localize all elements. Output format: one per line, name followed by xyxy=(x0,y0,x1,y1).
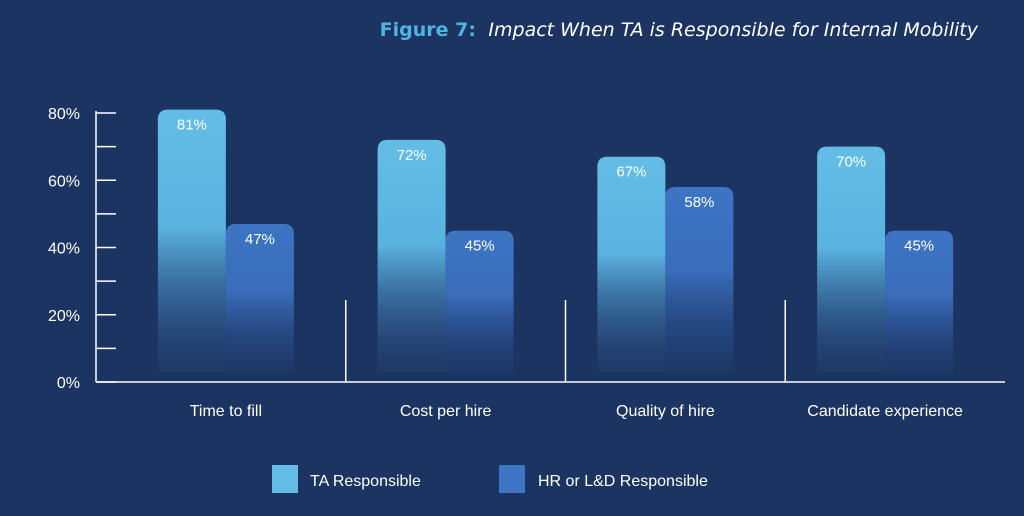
y-tick-label: 60% xyxy=(48,173,80,190)
axis-layer: 0% 20% 40% 60% 80% xyxy=(48,106,1005,392)
bars-layer xyxy=(157,109,954,372)
bar-ta-0 xyxy=(157,109,226,372)
legend: TA Responsible HR or L&D Responsible xyxy=(272,465,708,493)
data-label-ta-3: 70% xyxy=(836,154,866,171)
bar-hr-1 xyxy=(445,230,514,372)
x-tick-label: Candidate experience xyxy=(807,403,963,420)
legend-label-ta: TA Responsible xyxy=(310,473,421,490)
data-label-ta-2: 67% xyxy=(616,164,646,181)
y-tick-label: 80% xyxy=(48,106,80,123)
legend-swatch-hr xyxy=(499,465,525,493)
chart-title-main: Impact When TA is Responsible for Intern… xyxy=(488,19,978,41)
data-label-hr-2: 58% xyxy=(684,194,714,211)
bar-ta-1 xyxy=(377,139,446,372)
chart-title-prefix: Figure 7: xyxy=(380,19,476,41)
x-tick-label: Cost per hire xyxy=(400,403,492,420)
bar-hr-3 xyxy=(885,230,954,372)
data-label-hr-1: 45% xyxy=(465,238,495,255)
data-label-hr-3: 45% xyxy=(904,238,934,255)
bar-ta-3 xyxy=(817,146,886,372)
y-tick-label: 20% xyxy=(48,308,80,325)
data-label-hr-0: 47% xyxy=(245,231,275,248)
data-label-ta-0: 81% xyxy=(177,117,207,134)
x-tick-label: Time to fill xyxy=(190,403,262,420)
y-tick-label: 0% xyxy=(57,375,80,392)
bar-hr-2 xyxy=(665,186,734,372)
y-tick-label: 40% xyxy=(48,241,80,258)
legend-label-hr: HR or L&D Responsible xyxy=(538,473,708,490)
legend-swatch-ta xyxy=(272,465,298,493)
x-tick-label: Quality of hire xyxy=(616,403,715,420)
bar-ta-2 xyxy=(597,156,666,372)
data-label-ta-1: 72% xyxy=(397,147,427,164)
chart-title: Figure 7: Impact When TA is Responsible … xyxy=(380,19,979,41)
bar-hr-0 xyxy=(225,223,294,372)
labels-layer: 81% 47% Time to fill 72% 45% Cost per hire 67%… xyxy=(177,117,963,420)
